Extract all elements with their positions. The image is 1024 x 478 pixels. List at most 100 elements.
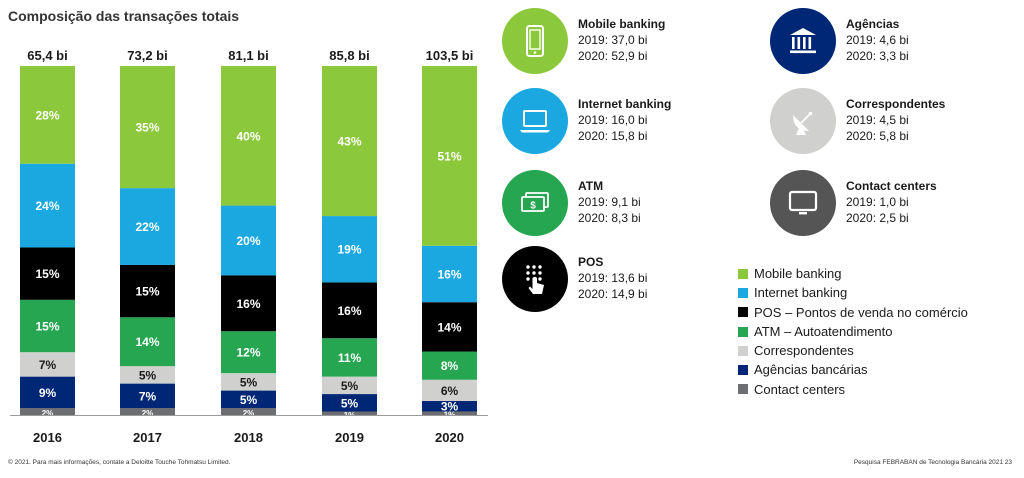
legend-swatch	[738, 384, 748, 395]
data-label: 16%	[337, 304, 361, 318]
channel-2020: 2020: 3,3 bi	[846, 49, 909, 63]
total-label: 85,8 bi	[329, 48, 369, 63]
bar-segment-pos	[422, 302, 477, 352]
bar-segment-correspondentes	[221, 373, 276, 391]
data-label: 8%	[441, 359, 459, 373]
bar-segment-agencias	[20, 376, 75, 409]
channel-2020: 2020: 8,3 bi	[578, 211, 641, 225]
channel-2019: 2019: 1,0 bi	[846, 195, 909, 209]
bar-segment-internet	[422, 245, 477, 303]
bar-segment-internet	[20, 163, 75, 248]
total-label: 73,2 bi	[127, 48, 167, 63]
footer-copyright: © 2021. Para mais informações, contate a…	[8, 459, 231, 466]
legend-item: ATM – Autoatendimento	[738, 322, 968, 341]
channel-card-internet: Internet banking 2019: 16,0 bi 2020: 15,…	[502, 88, 742, 158]
legend-item: Agências bancárias	[738, 360, 968, 379]
laptop-icon	[520, 110, 550, 133]
bar-segment-pos	[322, 282, 377, 339]
data-label: 28%	[35, 108, 59, 122]
channel-name: Internet banking	[578, 97, 672, 111]
channel-card-mobile: Mobile banking 2019: 37,0 bi 2020: 52,9 …	[502, 8, 742, 78]
legend-swatch	[738, 365, 748, 376]
channel-2019: 2019: 16,0 bi	[578, 113, 648, 127]
channel-name: Contact centers	[846, 179, 937, 193]
channel-2019: 2019: 37,0 bi	[578, 33, 648, 47]
bar-segment-contact	[322, 411, 377, 415]
data-label: 14%	[135, 335, 159, 349]
data-label: 5%	[240, 393, 258, 407]
data-label: 12%	[236, 346, 260, 360]
data-label: 15%	[135, 285, 159, 299]
bar-segment-mobile	[322, 66, 377, 217]
data-label: 22%	[135, 220, 159, 234]
bar-segment-correspondentes	[120, 366, 175, 384]
x-tick-label: 2018	[234, 430, 263, 445]
bar-segment-agencias	[422, 400, 477, 412]
x-tick-label: 2019	[335, 430, 364, 445]
bar-segment-contact	[120, 408, 175, 415]
bar-segment-atm	[120, 317, 175, 367]
channel-circle	[770, 8, 836, 74]
bar-segment-atm	[322, 338, 377, 377]
channel-name: Correspondentes	[846, 97, 946, 111]
channel-2020: 2020: 5,8 bi	[846, 129, 909, 143]
channel-card-atm: $ ATM 2019: 9,1 bi 2020: 8,3 bi	[502, 170, 742, 240]
data-label: 35%	[135, 121, 159, 135]
data-label: 43%	[337, 135, 361, 149]
channel-card-pos: POS 2019: 13,6 bi 2020: 14,9 bi	[502, 246, 742, 316]
channel-2019: 2019: 13,6 bi	[578, 271, 648, 285]
bar-segment-contact	[20, 408, 75, 415]
chart-legend: Mobile banking Internet banking POS – Po…	[738, 264, 968, 399]
x-tick-label: 2020	[435, 430, 464, 445]
channel-circle	[502, 88, 568, 154]
bar-segment-agencias	[120, 383, 175, 409]
total-label: 65,4 bi	[27, 48, 67, 63]
legend-label: ATM – Autoatendimento	[754, 323, 893, 339]
data-label: 20%	[236, 234, 260, 248]
channel-name: POS	[578, 255, 604, 269]
channel-card-contact: Contact centers 2019: 1,0 bi 2020: 2,5 b…	[770, 170, 1010, 240]
stacked-bar-chart: 2% 9% 7% 15% 15% 24% 28% 65,4 bi 2016 2% 7% 5% 14% 15…	[10, 48, 488, 445]
bar-segment-pos	[20, 247, 75, 300]
channel-2020: 2020: 2,5 bi	[846, 211, 909, 225]
channel-circle	[770, 170, 836, 236]
legend-swatch	[738, 287, 748, 298]
legend-label: Internet banking	[754, 285, 848, 301]
legend-swatch	[738, 326, 748, 337]
channel-2019: 2019: 4,5 bi	[846, 113, 909, 127]
data-label: 2%	[142, 409, 154, 418]
channel-2020: 2020: 15,8 bi	[578, 129, 648, 143]
data-label: 16%	[437, 267, 461, 281]
legend-item: Contact centers	[738, 380, 968, 399]
bar-segment-mobile	[20, 66, 75, 164]
chart-title: Composição das transações totais	[8, 8, 240, 24]
bar-segment-agencias	[322, 394, 377, 412]
bar-segment-contact	[221, 408, 276, 415]
channel-2020: 2020: 52,9 bi	[578, 49, 648, 63]
channel-name: Mobile banking	[578, 17, 666, 31]
bar-segment-correspondentes	[422, 379, 477, 401]
legend-label: POS – Pontos de venda no comércio	[754, 304, 968, 320]
data-label: 11%	[338, 351, 362, 365]
legend-item: POS – Pontos de venda no comércio	[738, 303, 968, 322]
bar-segment-agencias	[221, 390, 276, 409]
channel-2019: 2019: 4,6 bi	[846, 33, 909, 47]
bank-building-icon	[790, 28, 816, 54]
legend-label: Correspondentes	[754, 343, 854, 359]
bar-segment-mobile	[221, 66, 276, 206]
smartphone-icon	[526, 25, 544, 57]
bar-segment-mobile	[422, 66, 477, 246]
data-label: 24%	[35, 199, 59, 213]
monitor-icon	[788, 190, 818, 215]
data-label: 2%	[42, 409, 54, 418]
channel-circle	[502, 246, 568, 312]
bar-segment-correspondentes	[322, 376, 377, 395]
data-label: 6%	[441, 384, 459, 398]
channel-2020: 2020: 14,9 bi	[578, 287, 648, 301]
legend-label: Contact centers	[754, 381, 846, 397]
legend-item: Mobile banking	[738, 264, 968, 283]
bar-segment-atm	[422, 351, 477, 380]
satellite-dish-icon	[793, 111, 813, 135]
bar-segment-pos	[120, 264, 175, 318]
data-label: 15%	[35, 320, 59, 334]
